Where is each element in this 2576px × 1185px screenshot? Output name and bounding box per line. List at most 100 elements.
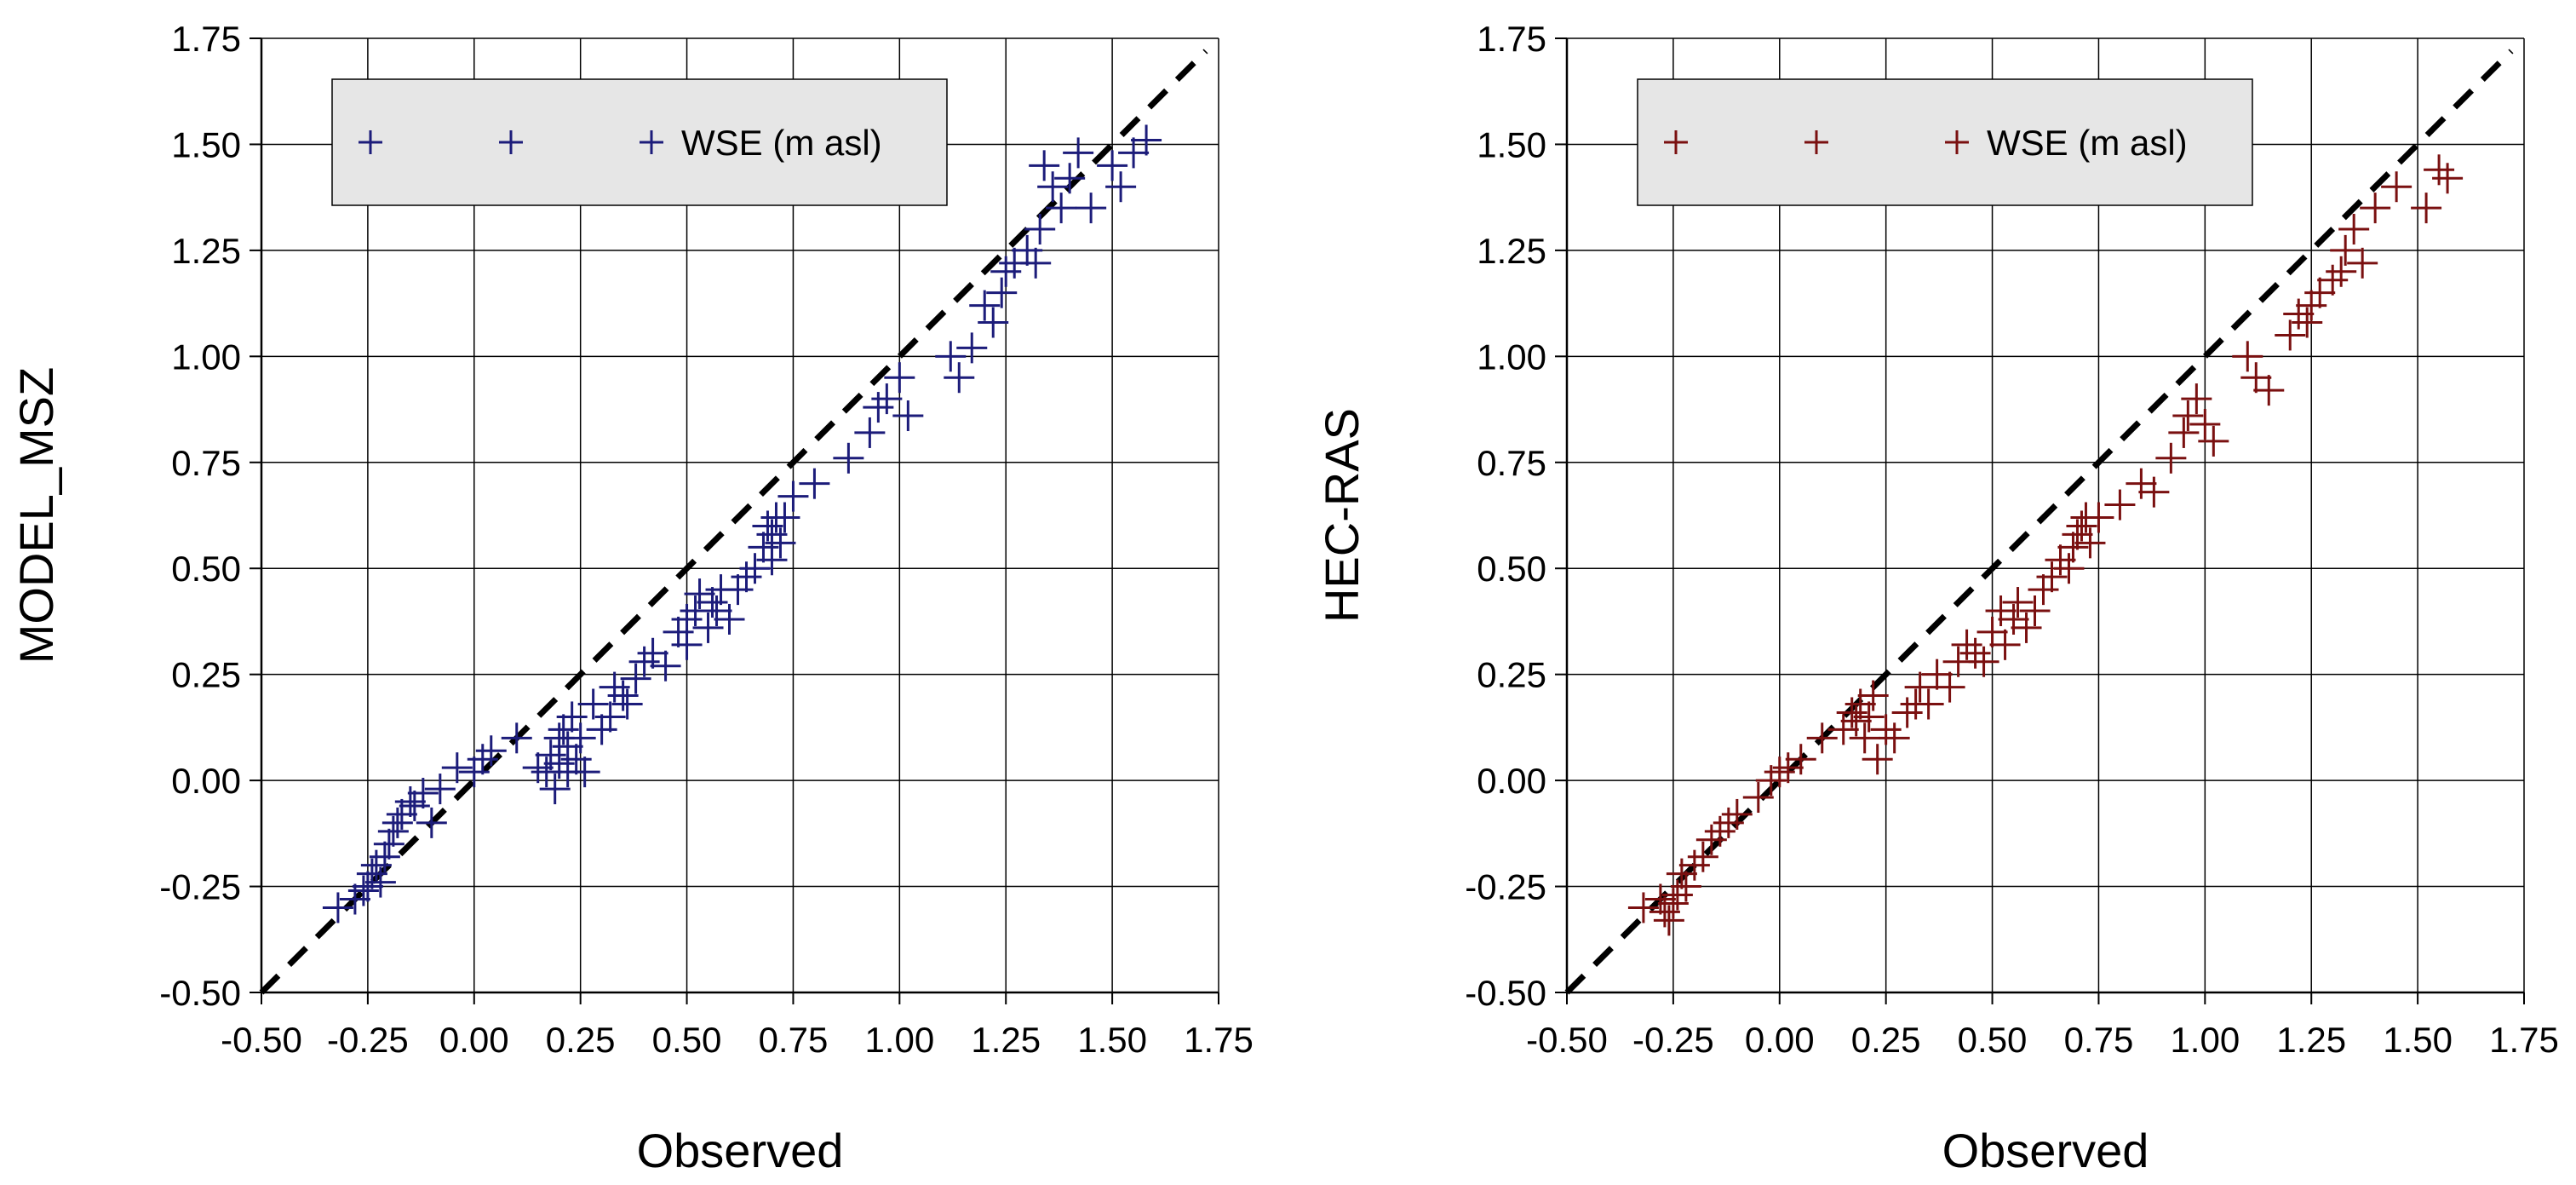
data-point — [2172, 400, 2204, 432]
data-point — [552, 731, 583, 762]
data-point — [2002, 587, 2034, 618]
data-point — [594, 701, 626, 733]
data-point — [1721, 798, 1753, 830]
data-point — [565, 722, 596, 754]
data-point — [2432, 163, 2464, 194]
data-point — [1029, 150, 1060, 181]
data-point — [2053, 553, 2085, 584]
legend-marker — [640, 130, 663, 154]
y-tick-label: 0.50 — [1477, 549, 1546, 589]
x-tick-label: -0.50 — [1526, 1020, 1608, 1060]
y-tick-label: 0.75 — [171, 443, 241, 483]
data-point — [1921, 659, 1953, 690]
data-point — [475, 735, 507, 767]
data-point — [1904, 671, 1936, 703]
chart-1: -0.50 -0.25 0.00 0.25 0.50 0.75 1.00 1.25 1.50 1.… — [9, 19, 1254, 1177]
data-point — [1012, 234, 1043, 266]
y-tick-label: 1.50 — [1477, 124, 1546, 164]
data-point — [892, 400, 924, 432]
data-point — [611, 688, 643, 720]
data-point — [2381, 171, 2412, 203]
data-point — [360, 849, 392, 881]
data-point — [2296, 290, 2327, 321]
data-point — [1644, 883, 1676, 915]
data-point — [1827, 714, 1859, 745]
data-point — [416, 807, 447, 838]
data-point — [2011, 612, 2042, 643]
data-point — [441, 752, 473, 784]
y-tick-label: -0.25 — [159, 867, 241, 907]
data-point — [628, 646, 660, 677]
data-point — [1879, 722, 1910, 754]
data-point — [1845, 688, 1876, 720]
data-point — [2198, 425, 2229, 457]
data-point — [978, 307, 1009, 338]
legend-marker — [1804, 130, 1828, 154]
data-point — [1076, 193, 1107, 224]
data-point — [722, 574, 754, 606]
data-point — [990, 256, 1022, 287]
data-point — [356, 858, 387, 889]
legend: WSE (m asl) — [331, 78, 948, 206]
y-tick-label: -0.50 — [159, 973, 241, 1013]
data-point — [1657, 888, 1689, 919]
data-point — [1024, 214, 1056, 244]
data-point — [399, 790, 430, 821]
x-tick-label: 0.75 — [759, 1020, 829, 1060]
data-point — [935, 341, 967, 372]
data-point — [1853, 701, 1885, 733]
data-point — [1627, 892, 1659, 923]
data-point — [1849, 722, 1880, 754]
y-tick-label: 0.50 — [171, 549, 241, 589]
reference-line — [1564, 49, 2514, 995]
data-point — [1785, 744, 1816, 775]
data-point — [394, 786, 426, 817]
data-point — [535, 739, 566, 771]
data-point — [714, 603, 745, 635]
data-point — [577, 688, 609, 720]
data-point — [599, 671, 630, 703]
x-tick-label: 1.75 — [1184, 1020, 1254, 1060]
x-tick-label: 0.00 — [1745, 1020, 1815, 1060]
x-tick-label: 0.50 — [652, 1020, 722, 1060]
data-point — [373, 828, 404, 860]
x-tick-label: 0.25 — [1851, 1020, 1921, 1060]
data-point — [2045, 544, 2076, 576]
data-point — [752, 510, 783, 542]
data-point — [620, 663, 651, 694]
data-point — [322, 892, 353, 923]
data-point — [2057, 532, 2089, 563]
data-point — [863, 392, 894, 423]
data-point — [2181, 383, 2212, 415]
x-tick-label: -0.25 — [1632, 1020, 1714, 1060]
data-point — [731, 561, 762, 593]
data-point — [501, 722, 532, 754]
data-point — [671, 603, 703, 635]
data-point — [833, 442, 864, 474]
data-point — [339, 883, 370, 915]
data-point — [637, 637, 668, 669]
series — [322, 124, 1162, 923]
data-point — [2232, 341, 2263, 372]
y-tick-label: 0.00 — [171, 761, 241, 801]
data-point — [2168, 417, 2200, 448]
data-point — [748, 532, 779, 563]
legend-label: WSE (m asl) — [681, 123, 882, 163]
y-tick-label: -0.25 — [1465, 867, 1546, 907]
data-point — [2253, 375, 2285, 406]
data-point — [1857, 680, 1889, 711]
data-point — [1695, 824, 1727, 855]
data-point — [739, 553, 771, 584]
data-point — [2104, 489, 2136, 521]
data-point — [986, 277, 1018, 308]
data-point — [969, 290, 1001, 321]
data-point — [369, 841, 400, 872]
data-point — [1934, 671, 1965, 703]
data-point — [1063, 137, 1094, 169]
y-tick-label: 1.00 — [1477, 337, 1546, 377]
x-tick-label: 1.50 — [2383, 1020, 2453, 1060]
data-point — [1891, 697, 1923, 728]
legend-marker — [499, 130, 523, 154]
legend-marker — [1945, 130, 1969, 154]
